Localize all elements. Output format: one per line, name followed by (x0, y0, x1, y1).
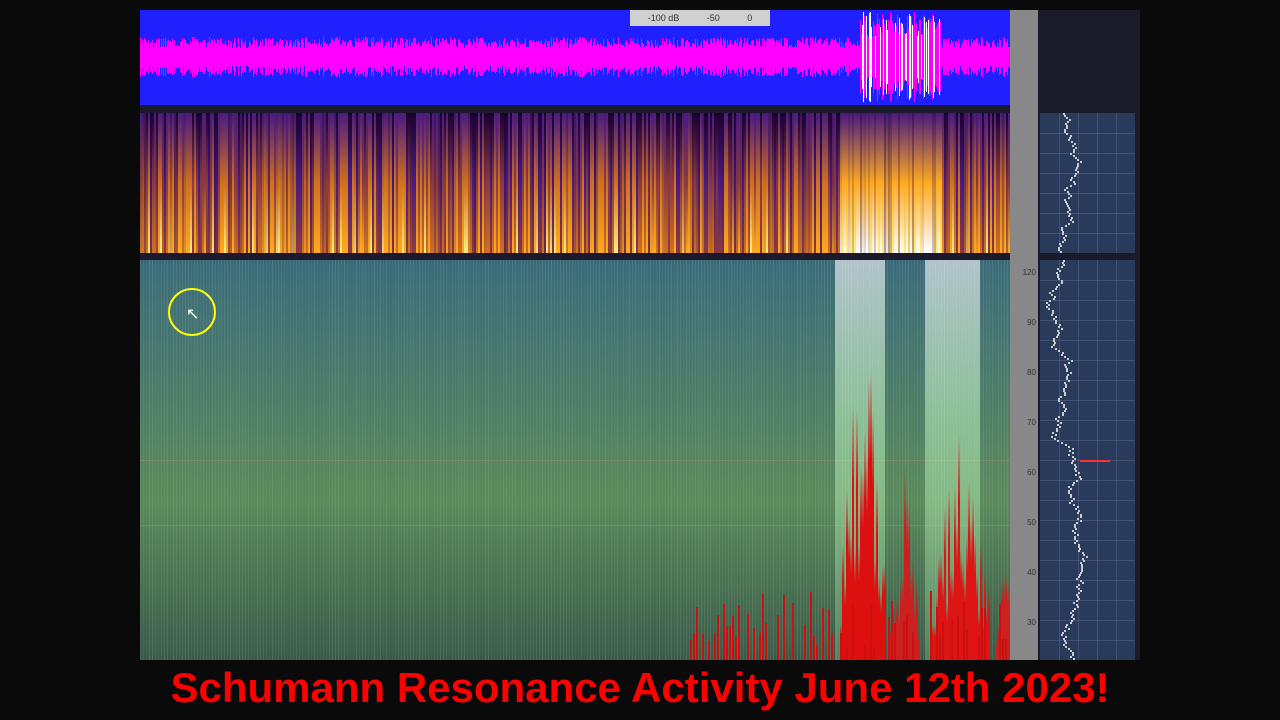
axis-tick: 40 (1027, 568, 1036, 577)
waveform-panel: -100 dB -50 0 (140, 10, 1010, 105)
db-label: -100 dB (648, 13, 680, 23)
axis-tick: 60 (1027, 468, 1036, 477)
title-banner: Schumann Resonance Activity June 12th 20… (0, 664, 1280, 712)
axis-tick: 120 (1023, 268, 1036, 277)
side-graph-lower (1040, 260, 1135, 660)
axis-tick: 80 (1027, 368, 1036, 377)
main-spectrogram-panel: ↖ (140, 260, 1010, 660)
spectrogram-panel (140, 113, 1010, 253)
db-label: 0 (747, 13, 752, 23)
axis-tick: 50 (1027, 518, 1036, 527)
axis-tick: 30 (1027, 618, 1036, 627)
spectrogram-container: -100 dB -50 0 0 % -50 % 25 20 15 10 5 Hz… (140, 10, 1140, 660)
axis-tick: 90 (1027, 318, 1036, 327)
db-scale-bar: -100 dB -50 0 (630, 10, 770, 26)
side-graph-upper (1040, 113, 1135, 253)
axis-tick: 70 (1027, 418, 1036, 427)
right-axis-strip: 120 90 80 70 60 50 40 30 (1010, 10, 1038, 660)
db-label: -50 (707, 13, 720, 23)
